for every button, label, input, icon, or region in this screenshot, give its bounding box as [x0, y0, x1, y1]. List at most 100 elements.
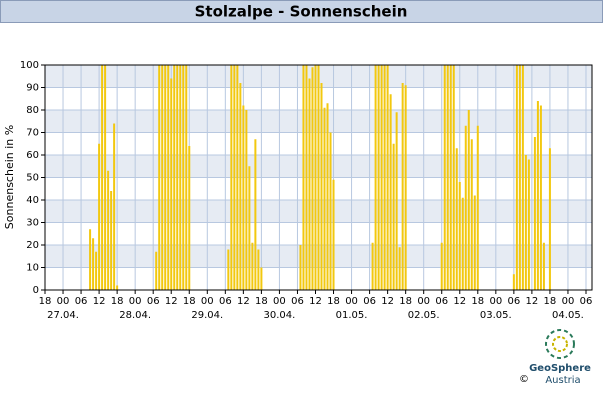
- chart-title: Stolzalpe - Sonnenschein: [195, 3, 408, 21]
- bar: [446, 65, 449, 290]
- date-label: 04.05.: [552, 310, 584, 321]
- y-tick-label: 80: [26, 105, 39, 116]
- x-tick-label: 18: [39, 296, 52, 307]
- date-label: 03.05.: [480, 310, 512, 321]
- bar: [233, 65, 236, 290]
- x-tick-label: 06: [580, 296, 593, 307]
- x-tick-label: 12: [93, 296, 106, 307]
- x-tick-label: 18: [544, 296, 557, 307]
- x-tick-label: 18: [255, 296, 268, 307]
- y-tick-label: 60: [26, 150, 39, 161]
- bar: [239, 83, 242, 290]
- bar: [95, 251, 98, 290]
- date-label: 27.04.: [47, 310, 79, 321]
- bar: [227, 249, 230, 290]
- bar: [170, 78, 173, 290]
- bar: [113, 123, 116, 290]
- y-tick-label: 10: [26, 263, 39, 274]
- y-tick-label: 40: [26, 195, 39, 206]
- bar: [476, 125, 479, 290]
- x-tick-label: 00: [562, 296, 575, 307]
- bar: [452, 65, 455, 290]
- bar: [380, 65, 383, 290]
- bar: [92, 238, 95, 290]
- x-tick-label: 00: [129, 296, 142, 307]
- bar: [518, 65, 521, 290]
- bar: [98, 143, 101, 290]
- bar: [107, 170, 110, 290]
- x-tick-label: 12: [237, 296, 250, 307]
- x-tick-label: 00: [489, 296, 502, 307]
- x-tick-label: 00: [417, 296, 430, 307]
- x-tick-label: 06: [147, 296, 160, 307]
- bar: [548, 148, 551, 290]
- bar: [389, 94, 392, 290]
- x-tick-label: 00: [201, 296, 214, 307]
- bar: [398, 247, 401, 290]
- bar: [515, 65, 518, 290]
- bar: [242, 105, 245, 290]
- bar: [182, 65, 185, 290]
- date-label: 28.04.: [119, 310, 151, 321]
- date-label: 30.04.: [264, 310, 296, 321]
- bar: [539, 105, 542, 290]
- bar: [464, 125, 467, 290]
- bar: [251, 242, 254, 290]
- x-tick-label: 18: [111, 296, 124, 307]
- x-tick-label: 00: [345, 296, 358, 307]
- bar: [377, 65, 380, 290]
- bar: [386, 65, 389, 290]
- bar: [374, 65, 377, 290]
- bar: [521, 65, 524, 290]
- bar: [155, 251, 158, 290]
- y-tick-label: 20: [26, 240, 39, 251]
- bar: [110, 191, 113, 290]
- bar: [440, 242, 443, 290]
- x-tick-label: 12: [165, 296, 178, 307]
- bar: [245, 110, 248, 290]
- bar: [230, 65, 233, 290]
- bar: [185, 65, 188, 290]
- x-tick-label: 18: [399, 296, 412, 307]
- x-tick-label: 12: [526, 296, 539, 307]
- logo: GeoSphere Austria ©: [519, 329, 591, 386]
- bar: [179, 65, 182, 290]
- y-tick-label: 30: [26, 218, 39, 229]
- bar: [332, 179, 335, 290]
- logo-sub: Austria: [545, 375, 580, 386]
- y-tick-label: 0: [33, 285, 39, 296]
- bar: [323, 107, 326, 290]
- bar: [305, 65, 308, 290]
- x-tick-label: 06: [291, 296, 304, 307]
- bar: [533, 137, 536, 290]
- bar: [473, 195, 476, 290]
- bar: [317, 65, 320, 290]
- y-tick-label: 90: [26, 83, 39, 94]
- bar: [236, 65, 239, 290]
- bar: [173, 65, 176, 290]
- bar: [404, 85, 407, 290]
- logo-icon: [552, 336, 568, 352]
- bar: [461, 197, 464, 290]
- bar: [512, 274, 515, 290]
- bar: [104, 65, 107, 290]
- bar: [308, 78, 311, 290]
- x-tick-label: 18: [327, 296, 340, 307]
- bar: [527, 159, 530, 290]
- x-tick-label: 12: [309, 296, 322, 307]
- bar: [383, 65, 386, 290]
- logo-icon: [545, 329, 575, 359]
- y-tick-label: 100: [20, 60, 39, 71]
- date-label: 29.04.: [191, 310, 223, 321]
- bar: [158, 65, 161, 290]
- bar: [188, 146, 191, 290]
- x-tick-label: 12: [381, 296, 394, 307]
- x-tick-label: 12: [453, 296, 466, 307]
- bar: [449, 65, 452, 290]
- bar: [254, 139, 257, 290]
- bar: [167, 65, 170, 290]
- bar: [458, 182, 461, 290]
- bar: [470, 139, 473, 290]
- x-tick-label: 06: [219, 296, 232, 307]
